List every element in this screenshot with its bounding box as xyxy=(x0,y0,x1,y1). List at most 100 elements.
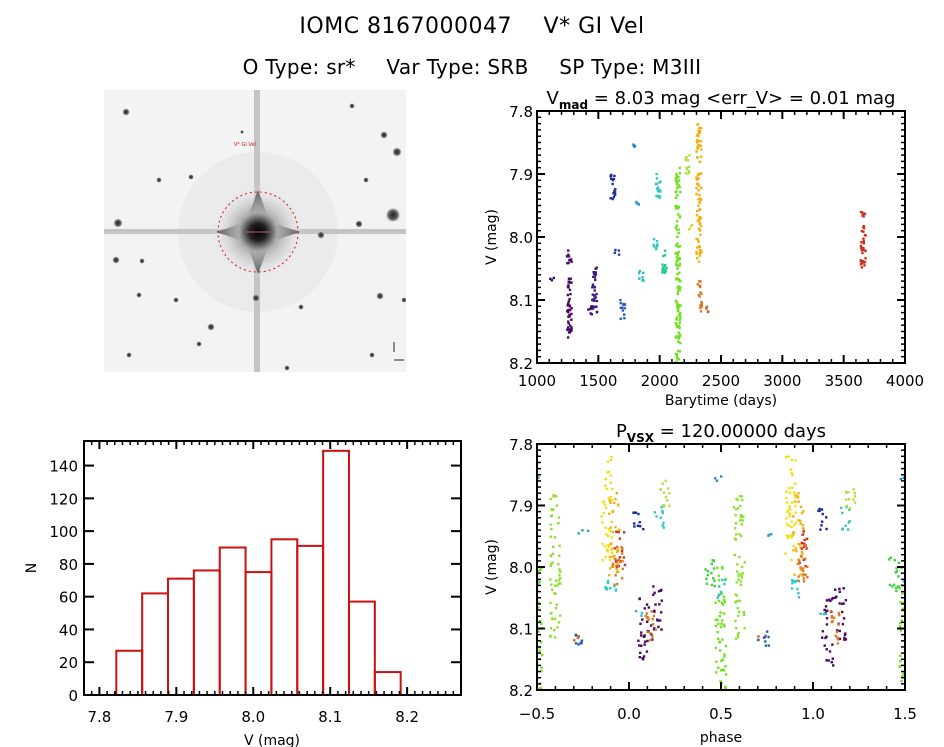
data-point xyxy=(735,626,738,630)
data-point xyxy=(579,641,582,645)
data-point xyxy=(902,672,905,676)
data-point xyxy=(649,631,652,635)
data-point xyxy=(723,578,727,582)
data-point xyxy=(677,337,680,340)
data-point xyxy=(677,278,680,281)
data-point xyxy=(621,567,624,571)
data-point xyxy=(698,252,702,255)
data-point xyxy=(550,554,553,557)
data-point xyxy=(538,568,542,572)
data-point xyxy=(592,275,595,279)
data-point xyxy=(538,657,542,661)
data-point xyxy=(536,569,540,573)
data-point xyxy=(675,224,679,227)
data-point xyxy=(657,625,660,629)
data-point xyxy=(724,685,727,689)
data-point xyxy=(655,187,659,191)
data-point xyxy=(678,350,682,353)
data-point xyxy=(864,234,867,237)
data-point xyxy=(785,490,788,493)
field-star xyxy=(369,352,375,358)
data-point xyxy=(541,653,544,657)
field-star xyxy=(284,365,290,371)
data-point xyxy=(605,533,608,536)
data-point xyxy=(678,335,681,338)
data-point xyxy=(566,328,569,331)
data-point xyxy=(569,258,573,261)
data-point xyxy=(757,635,760,638)
histogram-bar xyxy=(322,449,350,696)
data-point xyxy=(677,331,681,335)
field-star xyxy=(112,256,120,264)
data-point xyxy=(658,619,662,622)
data-point xyxy=(639,622,642,626)
data-point xyxy=(645,603,649,606)
data-point xyxy=(549,635,553,638)
data-point xyxy=(696,138,699,142)
data-point xyxy=(616,561,619,564)
field-star xyxy=(298,304,304,310)
data-point xyxy=(740,523,744,526)
data-point xyxy=(695,252,698,256)
data-point xyxy=(861,214,864,217)
data-point xyxy=(661,268,664,272)
data-point xyxy=(721,668,725,671)
data-point xyxy=(794,511,798,514)
data-point xyxy=(679,341,682,345)
data-point xyxy=(736,635,740,639)
data-point xyxy=(902,607,905,610)
data-point xyxy=(844,599,848,602)
data-point xyxy=(825,527,828,531)
data-point xyxy=(650,633,653,636)
data-point xyxy=(615,566,618,570)
data-point xyxy=(823,612,827,615)
data-point xyxy=(699,279,702,283)
data-point xyxy=(556,626,559,629)
data-point xyxy=(570,307,573,310)
data-point xyxy=(817,509,820,513)
data-point xyxy=(639,634,643,637)
data-point xyxy=(568,324,572,327)
data-point xyxy=(794,547,798,550)
data-point xyxy=(687,169,691,173)
lc-xlabel: Barytime (days) xyxy=(665,393,777,409)
data-point xyxy=(608,555,612,559)
data-point xyxy=(591,298,594,302)
data-point xyxy=(832,616,836,619)
data-point xyxy=(549,535,553,538)
data-point xyxy=(863,264,866,267)
data-point xyxy=(698,216,701,220)
data-point xyxy=(833,588,837,591)
data-point xyxy=(678,333,682,337)
data-point xyxy=(718,615,722,618)
data-point xyxy=(863,212,867,216)
data-point xyxy=(621,547,624,550)
data-point xyxy=(611,178,615,182)
data-point xyxy=(797,562,800,565)
data-point xyxy=(697,218,700,222)
ytick-label: 8.0 xyxy=(509,559,533,577)
data-point xyxy=(604,477,608,481)
data-point xyxy=(898,665,901,669)
data-point xyxy=(696,238,700,241)
data-point xyxy=(824,609,828,613)
data-point xyxy=(642,279,645,282)
data-point xyxy=(699,306,702,310)
data-point xyxy=(825,599,829,602)
field-star xyxy=(126,352,132,358)
histogram-bar xyxy=(192,569,221,697)
data-point xyxy=(606,579,610,583)
data-point xyxy=(674,322,677,325)
data-point xyxy=(697,240,700,243)
data-point xyxy=(651,617,654,621)
data-point xyxy=(888,583,892,587)
data-point xyxy=(567,280,571,283)
ph-xlabel: phase xyxy=(700,730,742,746)
data-point xyxy=(820,524,823,527)
field-star xyxy=(122,108,130,116)
data-point xyxy=(675,353,679,356)
data-point xyxy=(660,599,663,602)
data-point xyxy=(764,644,768,647)
data-point xyxy=(611,555,614,558)
data-point xyxy=(852,498,855,501)
